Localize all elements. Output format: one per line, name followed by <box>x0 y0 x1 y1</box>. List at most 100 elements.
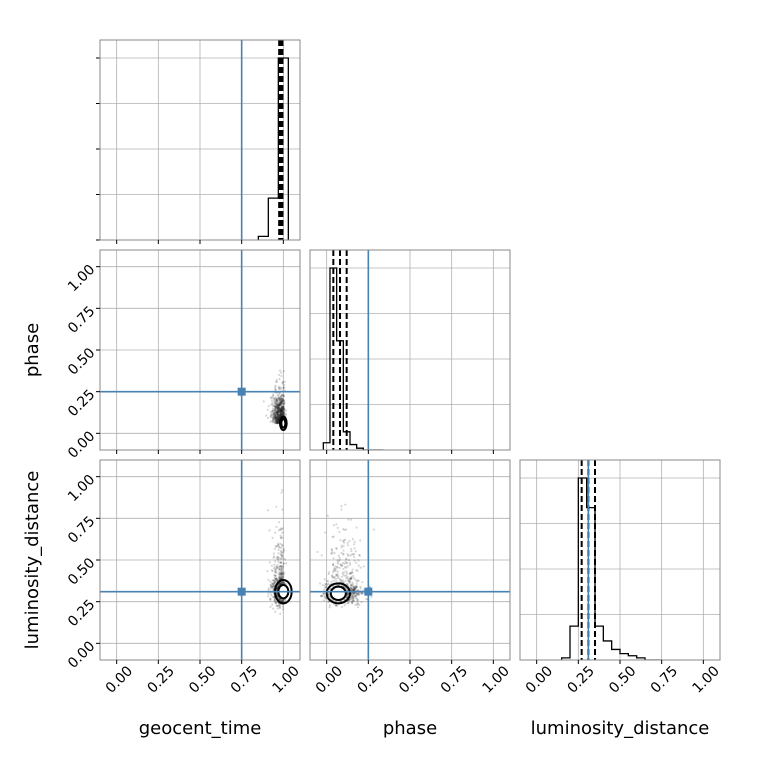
sample-point <box>275 404 278 407</box>
sample-point <box>281 405 284 408</box>
sample-point <box>337 554 340 557</box>
sample-point <box>274 545 277 548</box>
sample-point <box>275 406 278 410</box>
sample-point <box>335 547 338 550</box>
sample-point <box>277 403 280 406</box>
sample-point <box>280 408 283 411</box>
sample-point <box>274 422 277 425</box>
sample-point <box>277 414 281 417</box>
sample-point <box>275 567 278 570</box>
sample-point <box>341 571 344 574</box>
sample-point <box>352 587 355 591</box>
sample-point <box>281 489 284 492</box>
sample-point <box>277 405 280 408</box>
sample-point <box>271 579 274 582</box>
sample-point <box>274 601 277 604</box>
sample-point <box>275 420 279 424</box>
sample-point <box>280 402 283 405</box>
sample-point <box>331 575 334 578</box>
panel-geocent_time-vs-luminosity_distance: 0.00 0.25 0.50 0.75 1.000.000.250.500.751.00 <box>65 459 303 697</box>
sample-point <box>351 594 354 597</box>
x-tick-label: 1.00 <box>479 663 512 696</box>
sample-point <box>321 583 324 587</box>
sample-point <box>277 597 281 600</box>
sample-point <box>274 405 278 408</box>
sample-point <box>281 402 284 405</box>
sample-point <box>346 544 350 547</box>
sample-point <box>280 412 283 415</box>
truth-marker <box>364 587 373 596</box>
sample-point <box>275 411 278 414</box>
sample-point <box>277 529 281 532</box>
sample-point <box>348 539 351 543</box>
sample-point <box>281 576 285 579</box>
sample-point <box>340 551 343 555</box>
sample-point <box>278 574 281 577</box>
sample-point <box>273 409 276 412</box>
sample-point <box>352 599 355 602</box>
sample-point <box>275 399 278 402</box>
sample-point <box>272 404 275 407</box>
sample-point <box>274 598 277 601</box>
sample-point <box>278 576 281 579</box>
sample-point <box>269 584 272 587</box>
sample-point <box>271 407 275 410</box>
sample-point <box>323 586 326 589</box>
sample-point <box>272 413 275 416</box>
sample-point <box>266 570 269 573</box>
sample-point <box>276 407 280 410</box>
sample-point <box>273 412 276 416</box>
sample-point <box>278 404 281 407</box>
sample-point <box>281 411 284 414</box>
sample-point <box>273 421 276 424</box>
x-tick-label: 0.50 <box>606 663 639 696</box>
sample-point <box>342 539 346 542</box>
sample-point <box>332 576 335 579</box>
sample-point <box>277 419 280 422</box>
sample-point <box>281 408 284 411</box>
sample-point <box>321 594 324 597</box>
sample-point <box>277 411 280 414</box>
sample-point <box>274 388 277 391</box>
sample-point <box>274 415 278 418</box>
sample-point <box>279 408 282 411</box>
sample-point <box>277 544 280 547</box>
sample-point <box>279 577 282 580</box>
sample-point <box>274 414 277 417</box>
sample-point <box>282 565 285 569</box>
sample-point <box>276 406 279 410</box>
sample-point <box>281 413 285 416</box>
sample-point <box>278 575 281 578</box>
sample-point <box>281 572 285 575</box>
sample-point <box>355 569 358 572</box>
sample-point <box>282 411 285 414</box>
sample-point <box>281 551 284 554</box>
sample-point <box>338 566 341 569</box>
sample-point <box>279 581 282 584</box>
sample-point <box>276 406 279 409</box>
sample-point <box>353 585 356 588</box>
sample-point <box>328 606 331 609</box>
sample-point <box>279 598 282 601</box>
panel-phase-vs-luminosity_distance: 0.00 0.25 0.50 0.75 1.00 <box>309 459 513 697</box>
sample-point <box>353 577 356 580</box>
sample-point <box>277 406 280 409</box>
sample-point <box>280 555 284 558</box>
sample-point <box>280 410 283 413</box>
sample-point <box>276 555 279 559</box>
sample-point <box>356 589 360 592</box>
sample-point <box>325 585 328 588</box>
sample-point <box>279 401 283 404</box>
sample-point <box>346 578 349 581</box>
sample-point <box>281 406 284 409</box>
sample-point <box>275 421 278 425</box>
sample-point <box>275 398 278 401</box>
sample-point <box>281 564 284 567</box>
sample-point <box>278 415 281 418</box>
sample-point <box>277 410 280 414</box>
sample-point <box>271 536 274 539</box>
sample-point <box>351 598 355 602</box>
sample-point <box>358 554 361 557</box>
sample-point <box>275 570 278 573</box>
sample-point <box>277 387 281 390</box>
